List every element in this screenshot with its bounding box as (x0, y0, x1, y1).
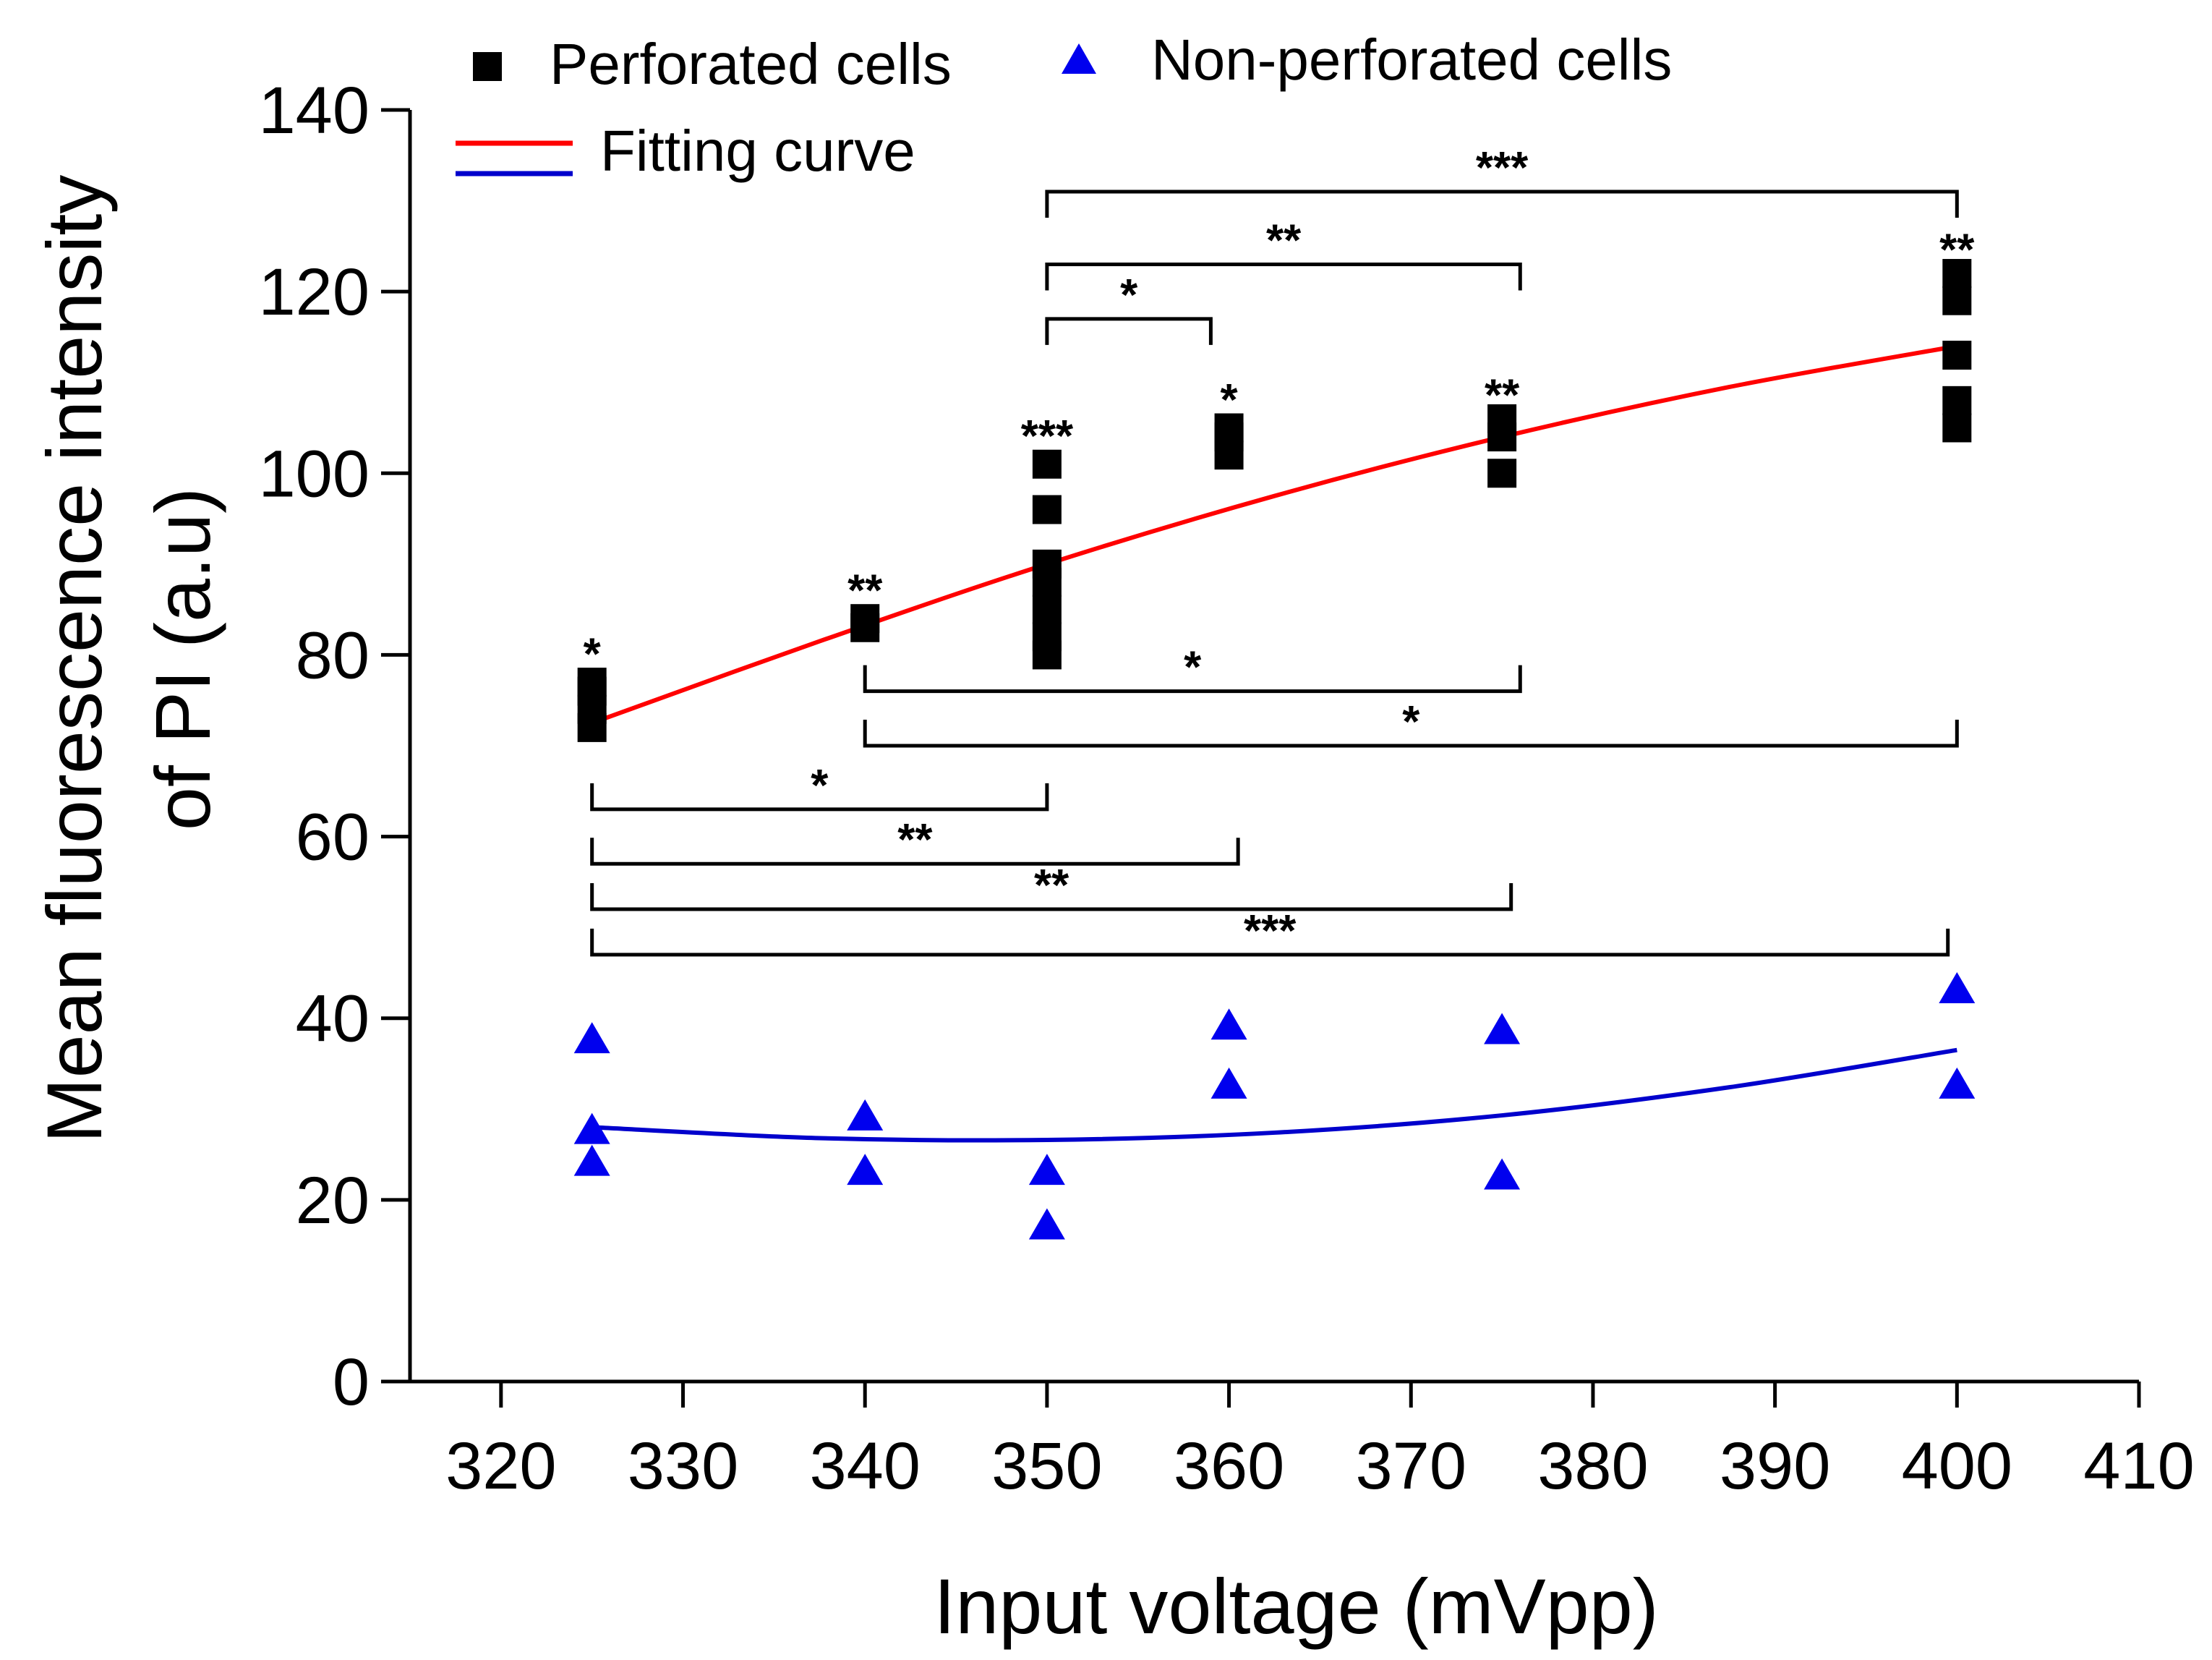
significance-bracket (590, 928, 1950, 957)
legend-non-perforated-label: Non-perforated cells (1151, 27, 1672, 92)
bracket-significance-label: * (811, 761, 829, 811)
legend: Perforated cells Non-perforated cells Fi… (456, 27, 1672, 183)
data-points (573, 259, 1976, 1240)
bracket-significance-label: ** (1034, 861, 1069, 911)
significance-bracket (590, 783, 1049, 812)
significance-bracket (863, 665, 1522, 694)
x-tick-label: 330 (628, 1429, 739, 1503)
point-significance-label: *** (1021, 412, 1074, 461)
y-tick-label: 120 (259, 255, 370, 329)
y-tick-label: 80 (296, 618, 370, 692)
bracket-significance-label: *** (1476, 143, 1529, 193)
perforated-point (1487, 404, 1517, 433)
significance-bracket (1045, 317, 1213, 345)
y-axis-title-line1: Mean fluorescence intensity (30, 175, 118, 1144)
non-perforated-point (847, 1099, 884, 1131)
significance-brackets: **************** (590, 143, 1959, 957)
bracket-significance-label: * (1184, 643, 1202, 693)
perforated-point (1942, 286, 1972, 315)
legend-perforated-marker (473, 52, 502, 81)
perforated-point (850, 604, 880, 634)
significance-bracket (590, 838, 1240, 866)
x-tick-label: 370 (1356, 1429, 1467, 1503)
x-axis-title: Input voltage (mVpp) (934, 1562, 1659, 1650)
legend-non-perforated-marker (1062, 43, 1096, 74)
perforated-point (1032, 595, 1062, 624)
non-perforated-point (1028, 1154, 1065, 1186)
fit-curve-non-perforated (592, 1047, 1957, 1143)
axes: 0 20 40 60 80 100 120 140 320 330 340 350 360 370 380 3… (30, 74, 2195, 1650)
fit-curves (591, 344, 1957, 1143)
significance-bracket (1045, 262, 1522, 291)
perforated-point (1942, 341, 1972, 370)
x-tick-label: 390 (1720, 1429, 1831, 1503)
perforated-point (1032, 449, 1062, 479)
y-tick-label: 40 (296, 982, 370, 1056)
bracket-significance-label: ** (897, 815, 933, 865)
bracket-significance-label: * (1402, 697, 1420, 747)
perforated-point (1487, 459, 1517, 488)
point-significance-label: ** (847, 566, 883, 616)
y-tick-label: 140 (259, 74, 370, 148)
non-perforated-point (1028, 1208, 1065, 1240)
perforated-point (1032, 495, 1062, 524)
perforated-point (1214, 413, 1244, 443)
non-perforated-point (573, 1112, 610, 1144)
bracket-significance-label: * (1120, 271, 1138, 320)
x-tick-label: 410 (2083, 1429, 2195, 1503)
bracket-significance-label: *** (1244, 906, 1297, 956)
non-perforated-point (1939, 972, 1976, 1004)
x-tick-label: 360 (1174, 1429, 1285, 1503)
bracket-significance-label: ** (1266, 216, 1302, 265)
non-perforated-point (1210, 1067, 1247, 1099)
fit-curve-perforated (591, 344, 1957, 725)
x-tick-label: 350 (991, 1429, 1103, 1503)
point-significance-label: ** (1939, 226, 1975, 276)
x-tick-label: 380 (1537, 1429, 1649, 1503)
point-significance-label: ** (1485, 371, 1520, 421)
perforated-point (577, 668, 607, 697)
non-perforated-point (1484, 1013, 1521, 1044)
perforated-point (1032, 549, 1062, 579)
x-tick-label: 400 (1902, 1429, 2013, 1503)
perforated-point (1942, 259, 1972, 289)
y-tick-label: 60 (296, 801, 370, 874)
perforated-point (1942, 386, 1972, 415)
significance-bracket (1045, 190, 1959, 218)
x-tick-label: 320 (445, 1429, 557, 1503)
non-perforated-point (573, 1144, 610, 1176)
y-tick-label: 0 (333, 1345, 370, 1419)
point-significance-label: * (584, 629, 602, 679)
y-tick-label: 20 (296, 1164, 370, 1238)
legend-fit-label: Fitting curve (600, 119, 915, 183)
non-perforated-point (1939, 1067, 1976, 1099)
significance-bracket (863, 720, 1959, 748)
non-perforated-point (847, 1154, 884, 1186)
point-significance-labels: ******* **** (584, 226, 1976, 680)
non-perforated-point (1484, 1158, 1521, 1190)
legend-perforated-label: Perforated cells (550, 32, 952, 96)
perforated-point (1032, 622, 1062, 652)
x-tick-label: 340 (809, 1429, 921, 1503)
non-perforated-point (573, 1022, 610, 1054)
y-axis-title-line2: of PI (a.u) (139, 488, 226, 830)
non-perforated-point (1210, 1008, 1247, 1040)
point-significance-label: * (1221, 375, 1239, 425)
y-tick-label: 100 (259, 437, 370, 511)
significance-bracket (590, 883, 1513, 911)
perforated-point (1942, 413, 1972, 443)
